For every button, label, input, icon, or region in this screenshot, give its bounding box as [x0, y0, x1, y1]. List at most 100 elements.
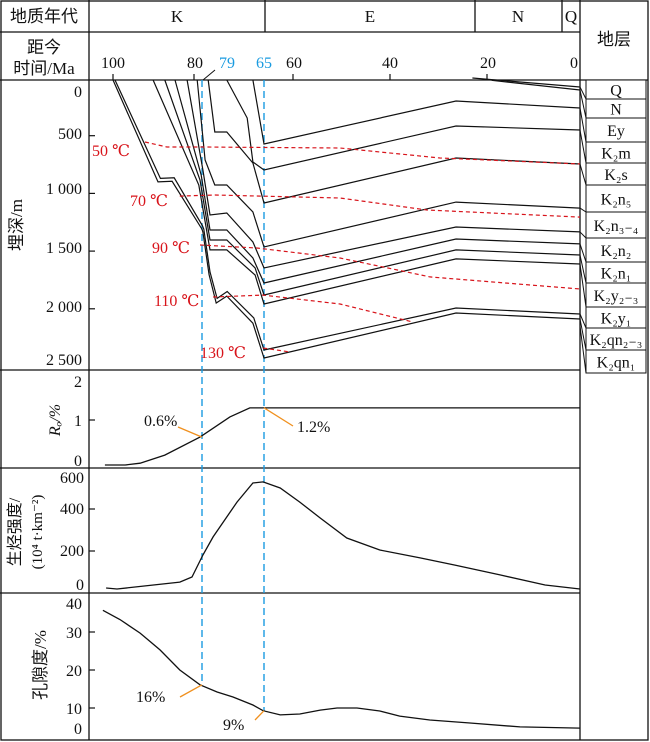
strata-label: K₂n₃₋₄ [594, 218, 639, 235]
key-age-79-label: 79 [219, 55, 235, 72]
chart-marks [102, 77, 581, 729]
hc-tick-label: 0 [76, 577, 84, 594]
hc-axis-label-1: 生烃强度/ [6, 497, 24, 566]
strata-label: K₂y₁ [601, 311, 632, 328]
depth-tick-label: 1 000 [46, 181, 82, 198]
period-k: K [171, 7, 184, 26]
age-axis: 100 80 60 40 20 0 79 65 [101, 55, 578, 81]
y-axis-ticks [89, 135, 95, 709]
horizon-line-6 [186, 79, 581, 269]
horizon-line-10 [114, 79, 581, 351]
strata-label: K₂n₅ [601, 192, 632, 209]
time-label-1: 距今 [27, 38, 61, 57]
hc-intensity-curve [106, 481, 581, 590]
strata-label: Q [610, 83, 622, 100]
por-tick-label: 20 [66, 663, 82, 680]
period-n: N [512, 7, 524, 26]
depth-tick-label: 2 500 [46, 352, 82, 369]
strata-connector [579, 163, 587, 186]
strata-column: QN Ey K₂m K₂s K₂n₅ K₂n₃₋₄ K₂n₂ K₂n₁ K₂y₂₋₃ K₂y₁ K₂… [579, 79, 647, 374]
depth-tick-label: 1 500 [46, 240, 82, 257]
ro-tick-label: 1 [74, 413, 82, 430]
por-tick-label: 40 [66, 596, 82, 613]
strata-connector [579, 318, 587, 351]
isotherm-line-1 [179, 194, 581, 218]
strata-box [585, 282, 647, 308]
ro-leader-0-6 [177, 426, 203, 438]
por-tick-label: 10 [66, 701, 82, 718]
por-annotation-9: 9% [223, 717, 244, 734]
hc-tick-label: 400 [60, 501, 84, 518]
age-tick-label: 40 [382, 55, 398, 72]
isotherm-line-3 [213, 294, 413, 323]
strata-connector [579, 243, 587, 263]
hc-tick-label: 600 [60, 470, 84, 487]
strata-connector [579, 129, 587, 164]
horizon-line-8 [164, 79, 581, 296]
hc-axis-label-2: (10⁴ t·km⁻²) [30, 495, 46, 570]
strata-connector [579, 207, 587, 213]
depth-axis: 0 500 1 000 1 500 2 000 2 500 埋深/m [7, 84, 82, 369]
horizon-line-2 [252, 79, 581, 145]
horizon-line-0 [472, 77, 581, 88]
age-tick-label: 20 [480, 55, 496, 72]
por-leader-9 [254, 710, 265, 721]
isotherm-label: 90 ℃ [152, 240, 190, 257]
isotherm-line-4 [263, 347, 291, 353]
ro-axis-label: Rₒ/% [47, 404, 64, 437]
strata-label: K₂qn₂₋₃ [590, 332, 643, 349]
age-tick-label: 100 [101, 55, 125, 72]
hc-axis: 600 400 200 0 生烃强度/ (10⁴ t·km⁻²) [6, 470, 84, 594]
ro-axis: 2 1 0 Rₒ/% [47, 374, 82, 470]
isotherm-label: 70 ℃ [130, 193, 168, 210]
strata-label: N [610, 102, 622, 119]
isotherm-label: 110 ℃ [154, 293, 199, 310]
strata-connector [579, 263, 587, 308]
strata-connector [579, 231, 587, 239]
era-label: 地质年代 [10, 7, 78, 26]
strata-box [585, 349, 647, 374]
depth-tick-label: 500 [58, 126, 82, 143]
depth-tick-label: 2 000 [46, 299, 82, 316]
ro-leader-1-2 [263, 407, 294, 427]
por-tick-label: 30 [66, 625, 82, 642]
ro-annotation-1-2: 1.2% [297, 419, 330, 436]
ro-tick-label: 2 [74, 374, 82, 391]
age-tick-label: 60 [286, 55, 302, 72]
strata-label: K₂y₂₋₃ [594, 288, 639, 305]
strata-connector [579, 313, 587, 329]
depth-tick-label: 0 [74, 84, 82, 101]
isotherm-line-0 [144, 141, 581, 165]
porosity-axis-label: 孔隙度/% [31, 630, 50, 700]
por-tick-label: 0 [74, 721, 82, 738]
depth-axis-label: 埋深/m [7, 199, 26, 251]
time-label-2: 时间/Ma [13, 59, 75, 78]
strata-connector [579, 326, 587, 374]
strata-header: 地层 [597, 30, 631, 49]
porosity-curve [102, 609, 581, 729]
por-annotation-16: 16% [136, 689, 165, 706]
strata-box [585, 117, 647, 143]
isotherm-label: 130 ℃ [200, 345, 246, 362]
horizon-line-1 [491, 79, 581, 91]
age-tick-label: 80 [187, 55, 203, 72]
key-age-79-leader [202, 69, 216, 81]
horizon-line-7 [174, 79, 581, 284]
strata-label: K₂m [601, 146, 631, 163]
period-q: Q [565, 7, 577, 26]
porosity-axis: 40 30 20 10 0 孔隙度/% [31, 596, 82, 738]
hc-tick-label: 200 [60, 543, 84, 560]
horizon-line-3 [226, 79, 581, 171]
strata-connector [579, 89, 587, 119]
ro-annotation-0-6: 0.6% [144, 413, 177, 430]
strata-label: K₂n₁ [601, 266, 632, 283]
ro-tick-label: 0 [74, 453, 82, 470]
strata-connector [579, 107, 587, 143]
strata-box [585, 211, 647, 239]
horizon-line-11 [112, 79, 581, 359]
age-tick-label: 0 [570, 55, 578, 72]
isotherm-label: 50 ℃ [92, 143, 130, 160]
strata-label: Ey [607, 123, 625, 140]
